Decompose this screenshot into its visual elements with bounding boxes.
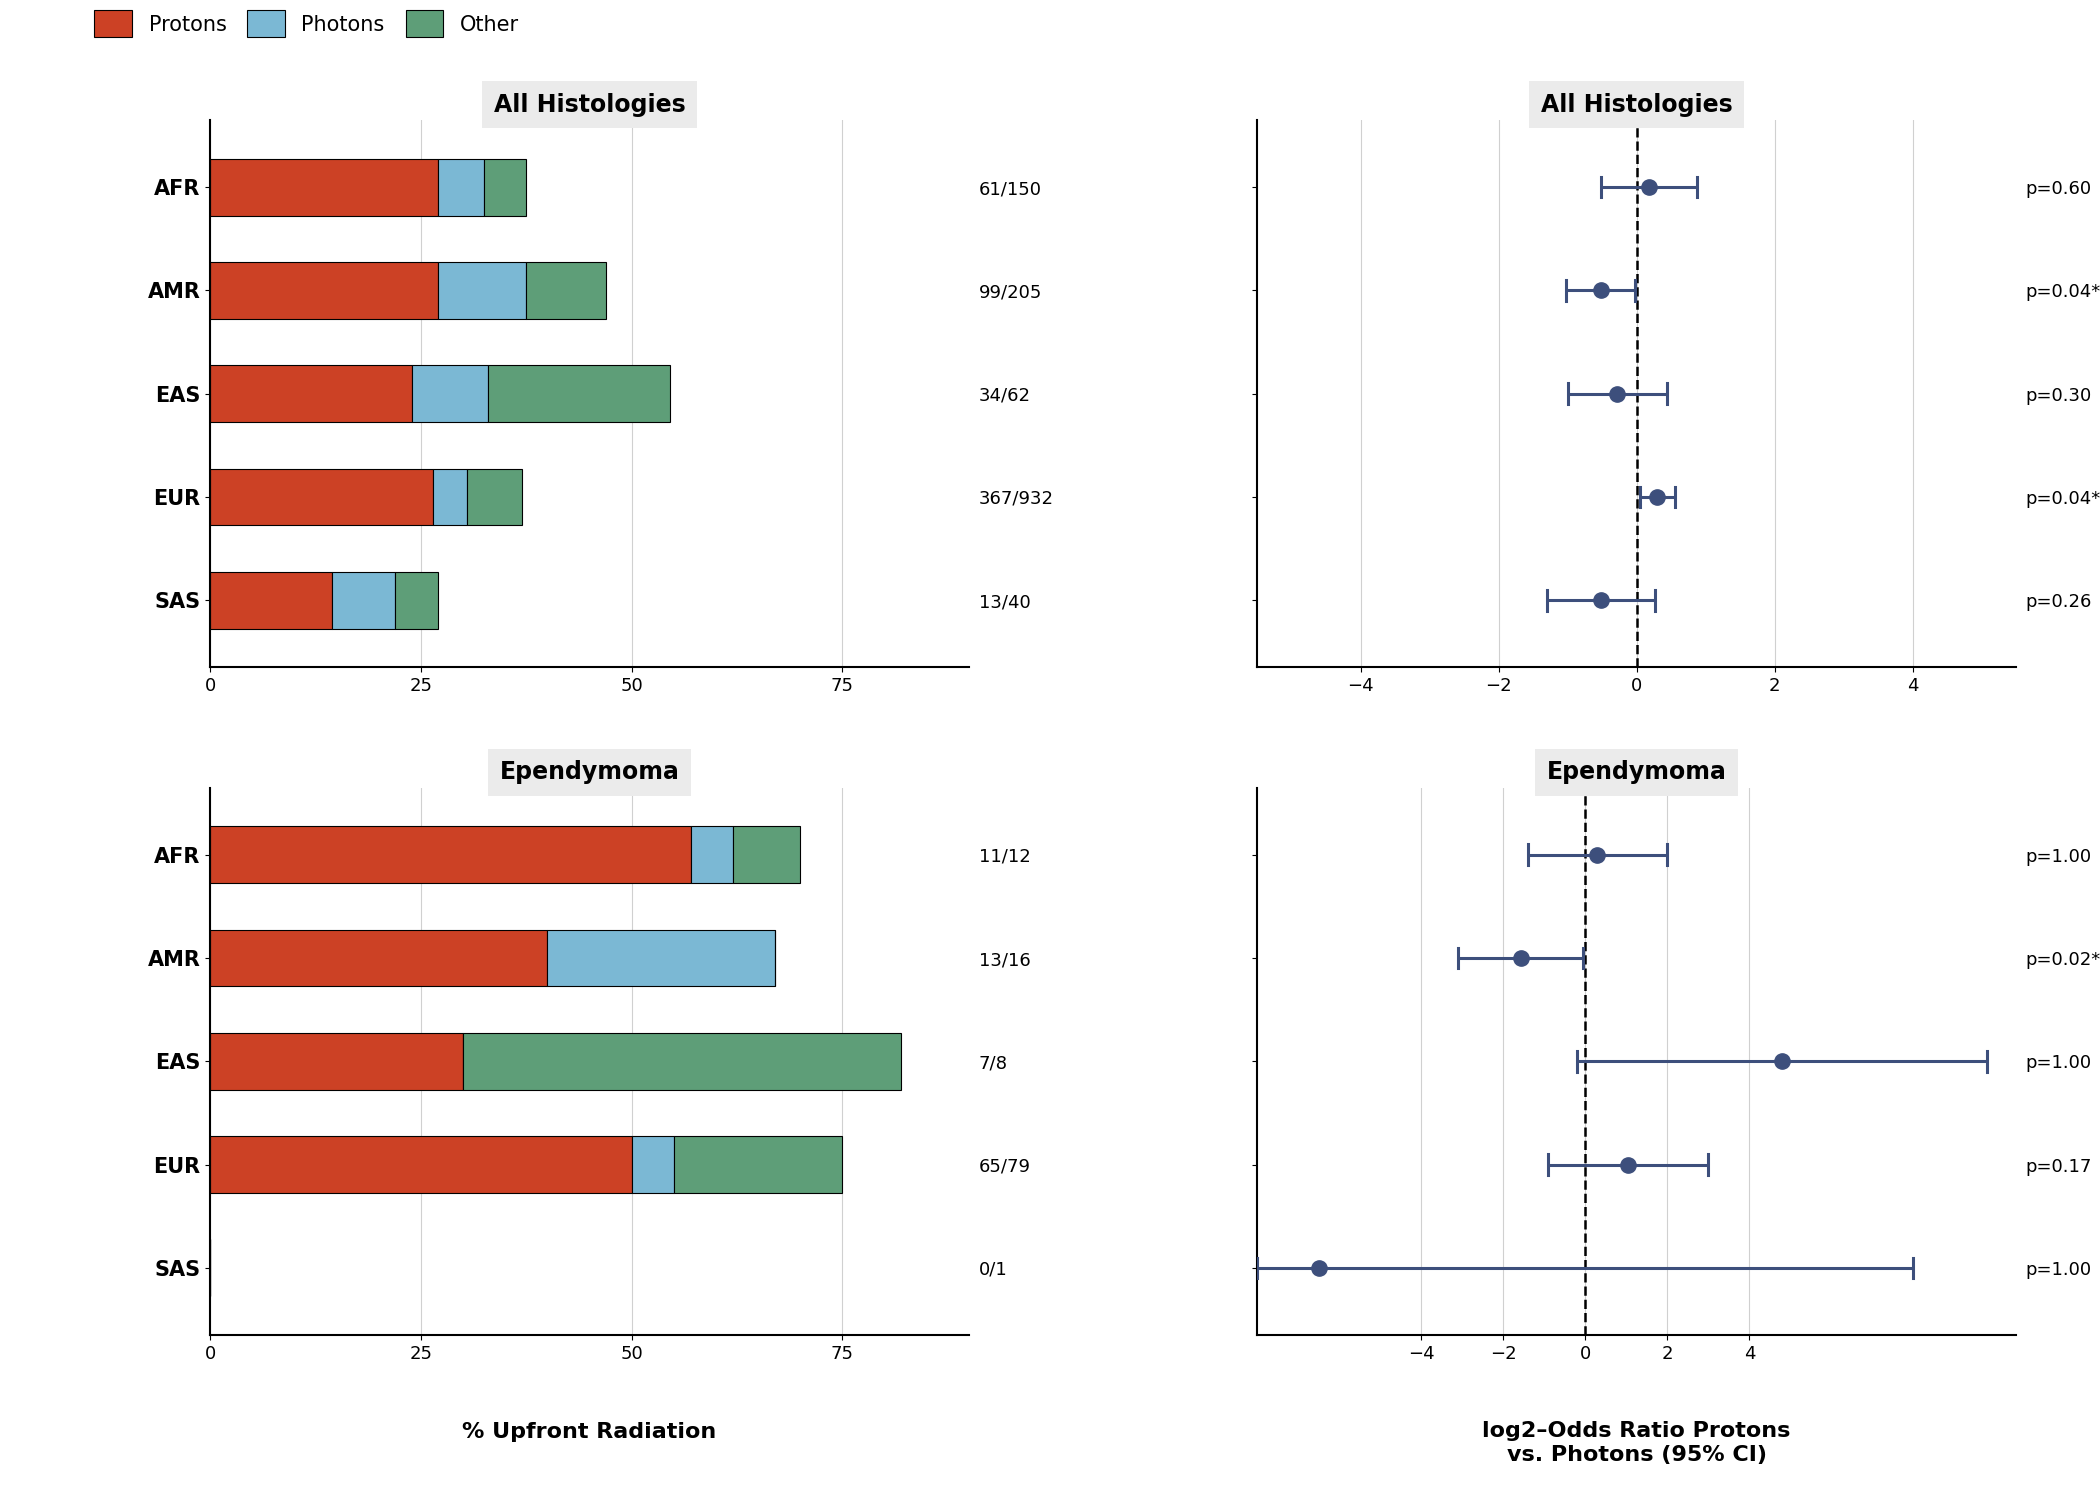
Bar	[412, 366, 487, 422]
Bar	[332, 572, 395, 628]
Bar	[210, 827, 691, 884]
Bar	[210, 1034, 462, 1089]
Text: % Upfront Radiation: % Upfront Radiation	[462, 1422, 716, 1443]
Bar	[548, 930, 775, 987]
Bar	[210, 930, 548, 987]
Bar	[437, 262, 527, 320]
Bar	[691, 827, 733, 884]
Bar	[527, 262, 607, 320]
Bar	[632, 1136, 674, 1192]
Bar	[487, 366, 670, 422]
Bar	[433, 468, 466, 525]
Bar	[210, 1136, 632, 1192]
Text: log2–Odds Ratio Protons
vs. Photons (95% CI): log2–Odds Ratio Protons vs. Photons (95%…	[1483, 1422, 1791, 1464]
Bar	[466, 468, 523, 525]
Bar	[395, 572, 437, 628]
Bar	[674, 1136, 842, 1192]
Title: All Histologies: All Histologies	[494, 93, 685, 117]
Title: Ependymoma: Ependymoma	[500, 760, 678, 784]
Bar	[437, 159, 483, 216]
Bar	[483, 159, 527, 216]
Bar	[462, 1034, 901, 1089]
Bar	[210, 468, 433, 525]
Title: All Histologies: All Histologies	[1541, 93, 1732, 117]
Bar	[733, 827, 800, 884]
Bar	[210, 262, 437, 320]
Bar	[210, 366, 412, 422]
Title: Ependymoma: Ependymoma	[1548, 760, 1726, 784]
Bar	[210, 159, 437, 216]
Bar	[210, 572, 332, 628]
Legend: Protons, Photons, Other: Protons, Photons, Other	[94, 10, 519, 38]
